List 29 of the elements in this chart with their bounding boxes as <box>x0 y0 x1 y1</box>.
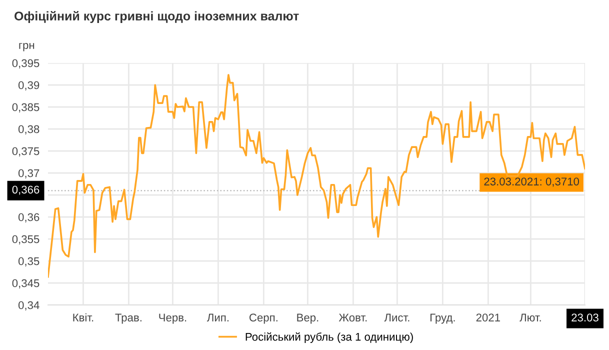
y-tick-label: 0,375 <box>12 147 40 156</box>
x-tick-label: Груд. <box>430 314 455 324</box>
chart-title: Офіційний курс гривні щодо іноземних валют <box>14 11 299 23</box>
y-tick-label: 0,345 <box>12 279 40 288</box>
annotation: 23.03.2021: 0,3710 <box>484 178 580 187</box>
y-tick-label: 0,34 <box>18 301 40 310</box>
y-axis-title: грн <box>19 42 34 52</box>
line-series <box>48 74 585 278</box>
y-tick-label: 0,39 <box>18 81 40 90</box>
y-tick-label: 0,35 <box>18 257 40 266</box>
x-tick-label: Лип. <box>206 314 228 322</box>
x-tick-label: Серп. <box>250 314 278 324</box>
x-tick-label: Вер. <box>297 314 318 324</box>
y-tick-label: 0,36 <box>18 213 40 222</box>
y-tick-label: 0,38 <box>18 125 40 134</box>
ref-line-label: 0,366 <box>12 186 40 195</box>
y-tick-label: 0,395 <box>12 59 40 68</box>
x-tick-label: 23.03 <box>572 314 598 322</box>
legend-label: Російський рубль (за 1 одиницю) <box>246 332 413 343</box>
y-tick-label: 0,385 <box>12 103 40 112</box>
x-tick-label: Лист. <box>384 314 410 322</box>
y-tick-label: 0,355 <box>12 235 40 244</box>
x-tick-label: Лют. <box>520 314 541 322</box>
x-tick-label: Жовт. <box>338 314 367 322</box>
x-tick-label: 2021 <box>476 314 500 322</box>
x-tick-label: Квіт. <box>73 313 94 322</box>
x-tick-label: Трав. <box>115 314 142 324</box>
y-tick-label: 0,37 <box>18 169 40 178</box>
x-tick-label: Черв. <box>159 314 186 324</box>
